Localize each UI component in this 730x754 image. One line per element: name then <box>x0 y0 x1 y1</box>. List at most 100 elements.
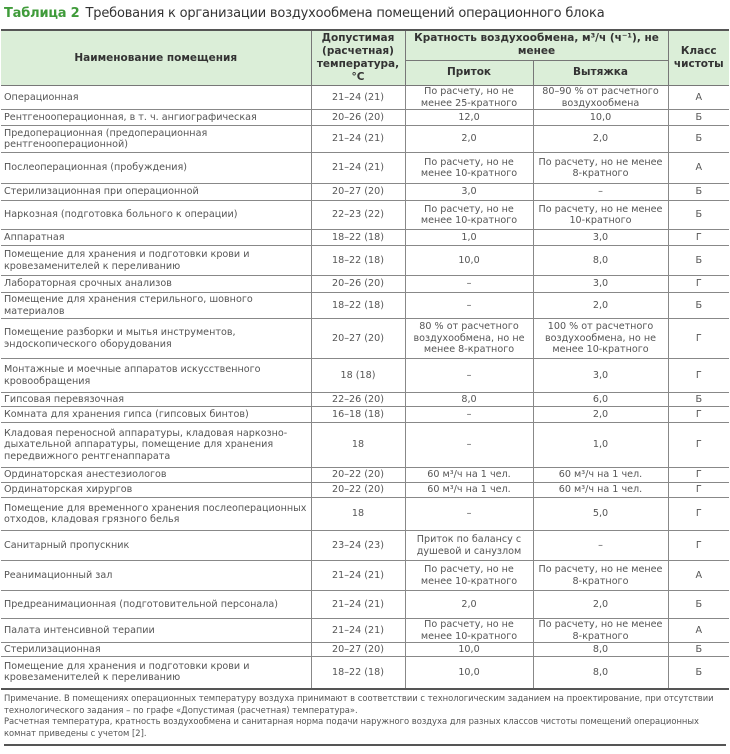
cell-temp: 18 <box>310 422 406 468</box>
table-row: Комната для хранения гипса (гипсовых бин… <box>1 406 729 423</box>
cell-temp: 18–22 (18) <box>310 245 406 276</box>
cell-temp: 20–26 (20) <box>310 275 406 293</box>
table-row: Реанимационный зал 21–24 (21) По расчету, … <box>1 560 729 591</box>
table-row: Ординаторская анестезиологов 20–22 (20) 60… <box>1 467 729 483</box>
cell-name: Стерилизационная <box>1 642 312 657</box>
cell-temp: 23–24 (23) <box>310 530 406 561</box>
table-row: Помещение разборки и мытья инструментов,… <box>1 318 729 359</box>
cell-temp: 16–18 (18) <box>310 406 406 423</box>
cell-class: Б <box>667 590 729 619</box>
cell-supply: 10,0 <box>404 245 534 276</box>
cell-class: Г <box>667 406 729 423</box>
table-row: Помещение для хранения и подготовки кров… <box>1 245 729 276</box>
cell-supply: – <box>404 292 534 319</box>
cell-exhaust: 8,0 <box>532 245 669 276</box>
table-note: Примечание. В помещениях операционных те… <box>4 693 726 746</box>
cell-temp: 21–24 (21) <box>310 125 406 153</box>
cell-exhaust: 3,0 <box>532 275 669 293</box>
cell-name: Послеоперационная (пробуждения) <box>1 152 312 184</box>
cell-name: Палата интенсивной терапии <box>1 618 312 643</box>
cell-name: Помещение разборки и мытья инструментов,… <box>1 318 312 359</box>
table-row: Предреанимационная (подготовительной пер… <box>1 590 729 619</box>
cell-supply: 2,0 <box>404 125 534 153</box>
table-row: Послеоперационная (пробуждения) 21–24 (21… <box>1 152 729 184</box>
cell-temp: 20–27 (20) <box>310 183 406 201</box>
cell-name: Наркозная (подготовка больного к операци… <box>1 200 312 230</box>
cell-temp: 21–24 (21) <box>310 590 406 619</box>
cell-exhaust: – <box>532 183 669 201</box>
header-supply: Приток <box>405 59 534 87</box>
cell-exhaust: 100 % от расчетного воздухообмена, но не… <box>532 318 669 359</box>
cell-class: Б <box>667 656 729 690</box>
note-paragraph-2: Расчетная температура, кратность воздухо… <box>4 716 699 738</box>
cell-name: Помещение для хранения и подготовки кров… <box>1 656 312 690</box>
cell-exhaust: По расчету, но не менее 8-кратного <box>532 618 669 643</box>
table-row: Операционная 21–24 (21) По расчету, но не … <box>1 85 729 110</box>
table-row: Аппаратная 18–22 (18) 1,0 3,0 Г <box>1 229 729 246</box>
cell-supply: – <box>404 406 534 423</box>
table-row: Ординаторская хирургов 20–22 (20) 60 м³/ч … <box>1 482 729 498</box>
cell-name: Предоперационная (предоперационная рентг… <box>1 125 312 153</box>
cell-class: Г <box>667 358 729 393</box>
cell-temp: 20–22 (20) <box>310 467 406 483</box>
cell-exhaust: 6,0 <box>532 392 669 407</box>
cell-exhaust: 60 м³/ч на 1 чел. <box>532 467 669 483</box>
cell-supply: 80 % от расчетного воздухообмена, но не … <box>404 318 534 359</box>
cell-class: Б <box>667 125 729 153</box>
air-exchange-table: Наименование помещения Допустимая (расче… <box>1 28 729 690</box>
cell-temp: 18–22 (18) <box>310 229 406 246</box>
header-class: Класс чистоты <box>667 29 729 86</box>
cell-class: Г <box>667 318 729 359</box>
cell-exhaust: 3,0 <box>532 229 669 246</box>
cell-name: Лабораторная срочных анализов <box>1 275 312 293</box>
cell-name: Стерилизационная при операционной <box>1 183 312 201</box>
cell-temp: 18–22 (18) <box>310 292 406 319</box>
cell-name: Помещение для временного хранения послео… <box>1 497 312 531</box>
header-exhaust: Вытяжка <box>532 59 668 87</box>
table-row: Гипсовая перевязочная 22–26 (20) 8,0 6,0 Б <box>1 392 729 407</box>
table-row: Стерилизационная 20–27 (20) 10,0 8,0 Б <box>1 642 729 657</box>
cell-temp: 20–27 (20) <box>310 318 406 359</box>
table-row: Помещение для временного хранения послео… <box>1 497 729 531</box>
cell-supply: 3,0 <box>404 183 534 201</box>
cell-supply: По расчету, но не менее 10-кратного <box>404 200 534 230</box>
cell-class: А <box>667 560 729 591</box>
header-temp: Допустимая (расчетная) температура, °С <box>310 29 406 86</box>
cell-exhaust: По расчету, но не менее 8-кратного <box>532 560 669 591</box>
cell-supply: – <box>404 275 534 293</box>
table-row: Наркозная (подготовка больного к операци… <box>1 200 729 230</box>
cell-class: Г <box>667 275 729 293</box>
table-row: Помещение для хранения и подготовки кров… <box>1 656 729 690</box>
cell-supply: По расчету, но не менее 10-кратного <box>404 618 534 643</box>
cell-class: Б <box>667 109 729 126</box>
cell-supply: – <box>404 497 534 531</box>
table-title: Таблица 2 Требования к организации воздух… <box>4 6 605 21</box>
note-paragraph-1: Примечание. В помещениях операционных те… <box>4 693 714 715</box>
cell-exhaust: 3,0 <box>532 358 669 393</box>
cell-class: Б <box>667 200 729 230</box>
cell-temp: 22–23 (22) <box>310 200 406 230</box>
cell-class: А <box>667 85 729 110</box>
cell-supply: 10,0 <box>404 656 534 690</box>
cell-exhaust: 2,0 <box>532 406 669 423</box>
cell-exhaust: По расчету, но не менее 10-кратного <box>532 200 669 230</box>
cell-exhaust: 1,0 <box>532 422 669 468</box>
table-caption: Требования к организации воздухообмена п… <box>85 6 605 21</box>
table-row: Предоперационная (предоперационная рентг… <box>1 125 729 153</box>
cell-temp: 21–24 (21) <box>310 152 406 184</box>
cell-class: Б <box>667 183 729 201</box>
cell-exhaust: 80–90 % от расчетного воздухообмена <box>532 85 669 110</box>
cell-class: Г <box>667 530 729 561</box>
cell-supply: 1,0 <box>404 229 534 246</box>
cell-class: Г <box>667 497 729 531</box>
cell-name: Ординаторская хирургов <box>1 482 312 498</box>
cell-name: Комната для хранения гипса (гипсовых бин… <box>1 406 312 423</box>
cell-temp: 20–22 (20) <box>310 482 406 498</box>
cell-temp: 18–22 (18) <box>310 656 406 690</box>
cell-name: Помещение для хранения и подготовки кров… <box>1 245 312 276</box>
cell-temp: 18 (18) <box>310 358 406 393</box>
cell-class: Г <box>667 422 729 468</box>
cell-exhaust: – <box>532 530 669 561</box>
table-row: Санитарный пропускник 23–24 (23) Приток по… <box>1 530 729 561</box>
cell-supply: По расчету, но не менее 10-кратного <box>404 560 534 591</box>
